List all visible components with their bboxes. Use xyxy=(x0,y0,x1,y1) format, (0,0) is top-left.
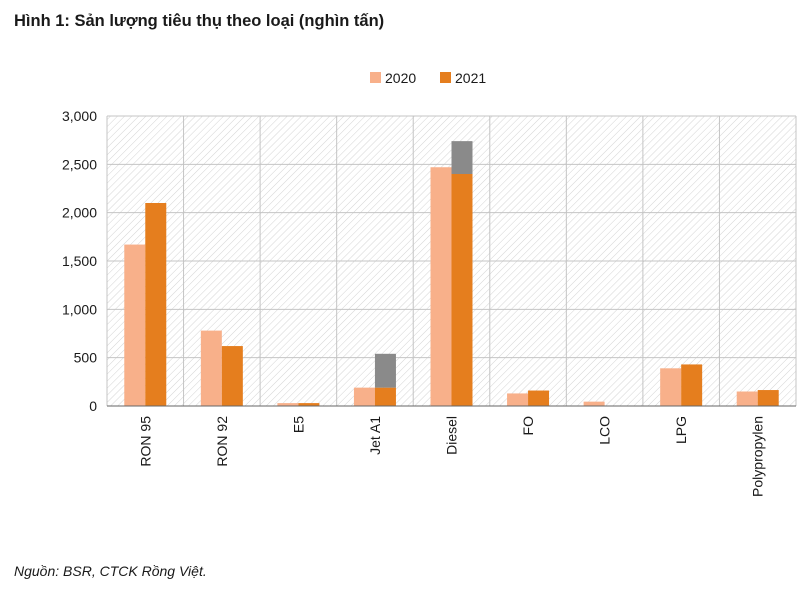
category-label: E5 xyxy=(290,416,306,433)
bar-2021 xyxy=(757,390,779,406)
source-note: Nguồn: BSR, CTCK Rồng Việt. xyxy=(14,563,207,579)
bar-2021 xyxy=(681,364,703,406)
category-label: RON 92 xyxy=(214,416,230,467)
legend-label-2021: 2021 xyxy=(455,70,486,86)
category-label: RON 95 xyxy=(137,416,153,467)
bar-2020 xyxy=(277,403,299,406)
bar-2020 xyxy=(200,330,222,406)
category-label: LCO xyxy=(597,416,613,445)
bar-2021 xyxy=(451,174,473,406)
category-label: FO xyxy=(520,416,536,436)
legend-swatch-2021 xyxy=(440,72,451,83)
bar-2021 xyxy=(528,390,550,406)
chart-legend: 2020 2021 xyxy=(370,70,486,86)
y-tick-label: 1,000 xyxy=(62,301,97,317)
category-label: Jet A1 xyxy=(367,416,383,455)
chart-title: Hình 1: Sản lượng tiêu thụ theo loại (ng… xyxy=(14,12,385,30)
bar-2020 xyxy=(660,368,682,406)
category-label: LPG xyxy=(673,416,689,444)
legend-label-2020: 2020 xyxy=(385,70,416,86)
bar-2021 xyxy=(221,346,243,406)
y-tick-label: 3,000 xyxy=(62,108,97,124)
bar-2020 xyxy=(430,167,452,406)
bar-2021 xyxy=(298,403,320,406)
bar-2021-overlay xyxy=(374,353,396,388)
bar-2020 xyxy=(583,401,605,406)
legend-swatch-2020 xyxy=(370,72,381,83)
category-label: Diesel xyxy=(444,416,460,455)
bar-2020 xyxy=(124,244,146,406)
bar-2020 xyxy=(507,393,529,406)
y-tick-label: 0 xyxy=(89,398,97,414)
y-tick-label: 1,500 xyxy=(62,253,97,269)
bar-2021 xyxy=(145,203,167,406)
bar-2020 xyxy=(353,387,375,406)
plot-area: 0 500 1,000 1,500 2,000 2,500 3,000 RON 95 RON 9… xyxy=(62,108,797,497)
category-label: Polypropylen xyxy=(750,416,766,497)
y-tick-label: 500 xyxy=(74,350,98,366)
y-tick-label: 2,000 xyxy=(62,205,97,221)
y-tick-label: 2,500 xyxy=(62,156,97,172)
bar-2021-overlay xyxy=(451,141,473,174)
bar-2021 xyxy=(374,387,396,406)
bar-2020 xyxy=(736,391,758,406)
